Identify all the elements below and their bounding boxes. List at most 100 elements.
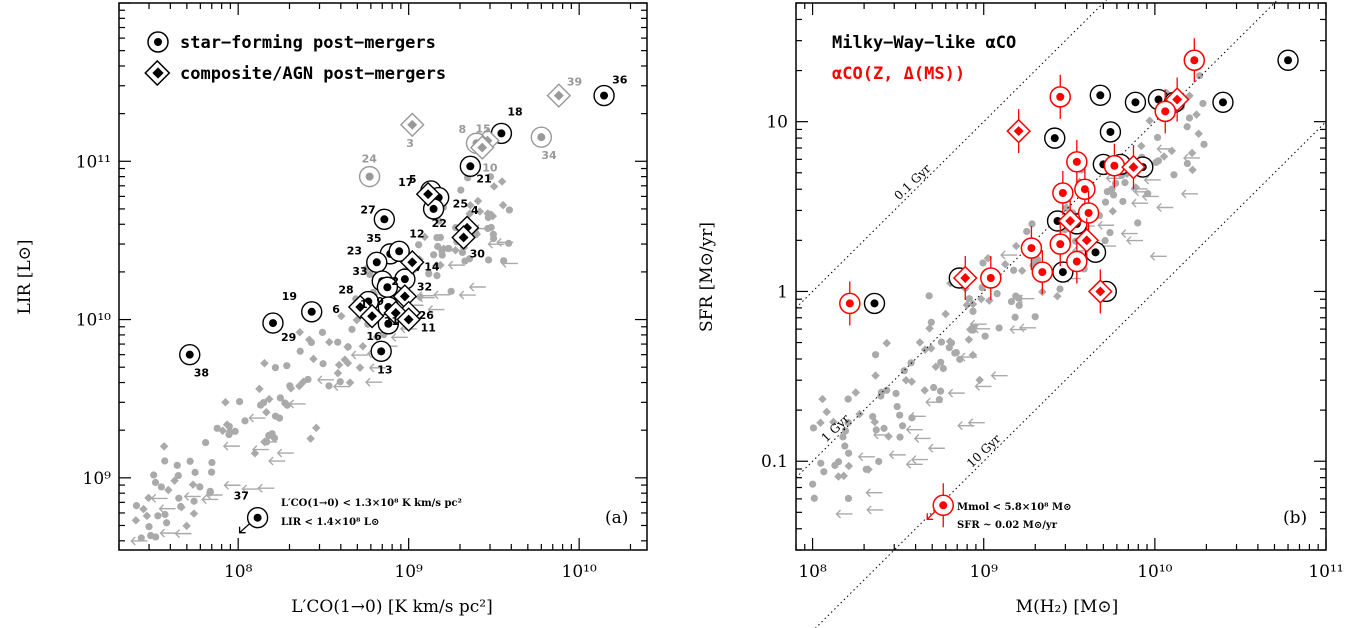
composite-marker-dot	[367, 311, 378, 322]
metallicity-marker-dot	[1095, 286, 1106, 297]
panel-b-sample-point	[1145, 116, 1154, 125]
panel-a-sample-point	[283, 362, 291, 370]
star-forming-marker-dot	[466, 162, 475, 171]
panel-b-sample-point	[1017, 266, 1027, 276]
point-label: 5	[409, 173, 417, 186]
panel-b-sample-point	[1153, 133, 1162, 142]
panel-b-sample-point	[907, 377, 916, 386]
panel-a-sample-point	[435, 217, 443, 225]
panel-b-sample-point	[964, 335, 974, 344]
panel-a-sample-point	[366, 270, 374, 279]
panel-b-sample-point	[979, 259, 987, 267]
point-label: 36	[612, 74, 628, 87]
panel-b-sample-point	[810, 494, 818, 502]
panel-a-sample-point	[276, 394, 284, 402]
panel-a-upper-limit-arrow	[257, 483, 275, 493]
panel-b-sample-point	[1109, 191, 1118, 199]
panel-a-sample-point	[139, 504, 148, 514]
panel-a-legend: star−forming post−mergers composite/AGN …	[144, 31, 446, 87]
panel-b-upper-limit-arrow	[888, 450, 906, 460]
milky-way-marker-dot	[1050, 134, 1059, 143]
panel-b-upper-limit-arrow	[947, 388, 965, 398]
panel-a-upper-limit-arrow	[468, 282, 486, 292]
panel-b-upper-limit-arrow	[857, 452, 875, 462]
panel-b-annotation-line-2: SFR ~ 0.02 M⊙/yr	[957, 520, 1058, 531]
metallicity-marker-dot	[1038, 268, 1047, 277]
panel-b-sample-point	[822, 407, 831, 417]
panel-a-sample-point	[202, 438, 210, 447]
point-label: 11	[421, 322, 436, 335]
panel-a-sample-point	[318, 328, 327, 336]
panel-b-sample-point	[936, 387, 945, 395]
star-forming-marker-dot	[307, 307, 316, 316]
panel-b-sample-point	[816, 418, 825, 427]
upper-limit-arrow	[238, 523, 251, 534]
panel-b-sample-point	[1015, 301, 1023, 310]
panel-a-sample-point	[213, 424, 221, 432]
panel-a-sample-point	[271, 363, 280, 372]
panel-a-sample-point	[309, 354, 318, 364]
panel-b-upper-limit-arrow	[967, 418, 985, 428]
panel-b-sample-point	[941, 309, 950, 319]
metallicity-marker-dot	[1161, 107, 1170, 116]
point-label: 30	[470, 247, 486, 260]
panel-b-sample-point	[1000, 259, 1010, 269]
panel-a-sample-point	[207, 468, 216, 476]
panel-a-sample-point	[170, 476, 179, 485]
panel-a-sample-point	[190, 497, 198, 505]
panel-b-sample-point	[1028, 220, 1036, 228]
panel-a-sample-point	[145, 523, 153, 531]
panel-a-upper-limit-arrow	[496, 237, 514, 247]
panel-b-sample-point	[892, 389, 900, 398]
point-label: 37	[234, 490, 249, 503]
panel-a-sample-point	[489, 182, 499, 191]
panel-b-sample-point	[901, 375, 911, 385]
point-label: 26	[419, 309, 435, 322]
panel-a-sample-point	[325, 382, 333, 390]
milky-way-marker-dot	[1284, 56, 1293, 65]
panel-a-sample-point	[175, 494, 183, 502]
panel-b-sample-point	[1183, 123, 1191, 131]
legend-label-star-forming: star−forming post−mergers	[180, 33, 436, 53]
metallicity-marker-dot	[1128, 162, 1139, 173]
panel-b-y-tick-label: 0.1	[761, 452, 788, 472]
milky-way-marker-dot	[1096, 91, 1105, 100]
panel-b-upper-limit-arrow	[990, 371, 1008, 381]
panel-a-sample-point	[235, 397, 244, 406]
panel-b-sample-point	[962, 300, 972, 310]
panel-b-sample-point	[1103, 188, 1111, 196]
panel-a-sample-point	[137, 534, 145, 542]
panel-b-sample-point	[834, 458, 843, 466]
panel-b-sample-point	[1031, 313, 1039, 321]
panel-a-sample-point	[372, 332, 382, 342]
panel-b-frame	[795, 2, 1327, 551]
panel-b-sample-point	[981, 332, 989, 340]
panel-a-sample-point	[498, 200, 508, 210]
panel-b-sample-point	[915, 338, 925, 347]
legend-label-metallicity: αCO(Z, Δ(MS))	[832, 64, 965, 84]
depletion-line	[795, 0, 1279, 479]
panel-a-sample-point	[488, 211, 498, 221]
panel-a-sample-point	[157, 483, 165, 491]
panel-b-sample-point	[927, 318, 935, 326]
panel-a-sample-point	[147, 531, 155, 540]
panel-b-sample-point	[935, 396, 944, 404]
point-label: 9	[376, 295, 384, 308]
panel-b-sample-point	[844, 395, 852, 403]
panel-b-sample-point	[1185, 114, 1194, 122]
faded-marker-dot	[365, 172, 374, 181]
metallicity-marker-dot	[1172, 94, 1183, 105]
panel-a-sample-point	[466, 201, 475, 210]
panel-a-sample-point	[131, 516, 141, 525]
panel-b-sample-point	[939, 364, 947, 373]
point-label: 22	[432, 217, 447, 230]
composite-marker-dot	[403, 314, 414, 325]
composite-marker-dot	[423, 189, 434, 200]
point-label: 28	[338, 284, 353, 297]
panel-a-sample-point	[231, 427, 239, 435]
panel-a-upper-limit-arrow	[174, 529, 192, 539]
panel-b-sample-point	[1011, 313, 1019, 321]
panel-b-sample-point	[1199, 99, 1207, 108]
panel-a-sample-point	[444, 244, 452, 253]
metallicity-marker-dot	[1072, 257, 1081, 266]
